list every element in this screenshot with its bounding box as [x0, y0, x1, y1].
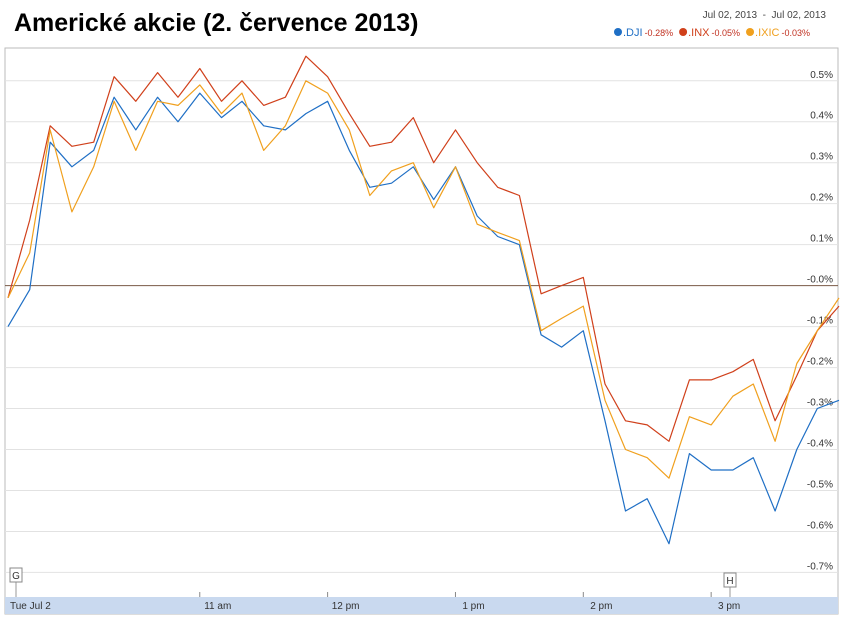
line-series [7, 80, 840, 479]
legend-label: .DJI [623, 27, 643, 39]
y-tick-label: -0.7% [807, 561, 833, 572]
y-tick-label: 0.1% [810, 234, 833, 245]
x-tick-label: 12 pm [332, 601, 360, 612]
x-axis-band [5, 597, 838, 614]
x-tick-label: 1 pm [462, 601, 484, 612]
date-range: Jul 02, 2013 - Jul 02, 2013 [703, 10, 827, 21]
legend-swatch [679, 28, 688, 36]
y-tick-label: -0.2% [807, 357, 833, 368]
y-tick-label: -0.0% [807, 275, 833, 286]
y-tick-label: -0.1% [807, 316, 833, 327]
legend-change: -0.03% [781, 28, 810, 38]
chart-title: Americké akcie (2. července 2013) [14, 9, 418, 37]
y-tick-label: 0.4% [810, 111, 833, 122]
legend-swatch [746, 28, 755, 36]
y-tick-label: -0.4% [807, 439, 833, 450]
y-tick-label: -0.5% [807, 479, 833, 490]
x-tick-label: 11 am [204, 601, 231, 612]
legend-label: .INX [688, 27, 710, 39]
flag-box [723, 572, 737, 588]
x-tick-label: Tue Jul 2 [10, 601, 51, 612]
annotation-flag: H [726, 576, 733, 587]
x-tick-label: 3 pm [718, 601, 740, 612]
y-tick-label: 0.2% [810, 193, 833, 204]
x-tick-label: 2 pm [590, 601, 612, 612]
flag-box [9, 567, 23, 583]
legend-label: .IXIC [755, 27, 780, 39]
legend-swatch [614, 28, 622, 36]
line-series [7, 92, 840, 545]
line-series [7, 55, 840, 442]
y-tick-label: 0.5% [810, 70, 833, 81]
annotation-flag: G [12, 571, 20, 582]
y-tick-label: 0.3% [810, 152, 833, 163]
y-tick-label: -0.6% [807, 520, 833, 531]
legend-change: -0.28% [645, 28, 674, 38]
legend: .DJI -0.28% .INX -0.05% .IXIC -0.03% [614, 27, 810, 39]
y-tick-label: -0.3% [807, 398, 833, 409]
legend-change: -0.05% [712, 28, 741, 38]
